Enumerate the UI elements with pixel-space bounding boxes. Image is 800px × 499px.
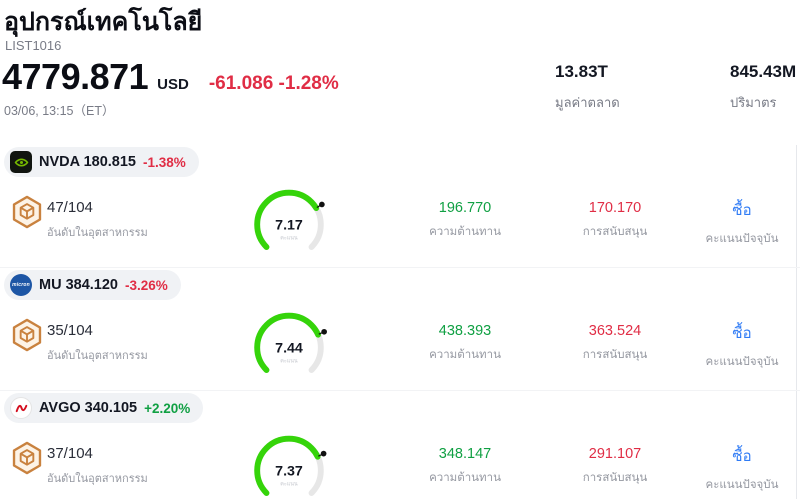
ticker-and-price: AVGO 340.105 <box>39 400 138 416</box>
index-change: -61.086 -1.28% <box>208 73 339 94</box>
right-divider <box>796 145 797 499</box>
support-label: การสนับสนุน <box>582 349 648 361</box>
support-value: 363.524 <box>588 323 642 339</box>
ticker-and-price: MU 384.120 <box>39 277 118 293</box>
index-price-row: 4779.871 USD -61.086 -1.28% <box>2 56 339 98</box>
signal-col: ซื้อ คะแนนปัจจุบัน <box>686 198 798 248</box>
industry-badge-icon <box>8 193 46 236</box>
score-gauge: 7.44 คะแนน <box>254 312 327 373</box>
signal-col: ซื้อ คะแนนปัจจุบัน <box>686 444 798 494</box>
buy-signal-link[interactable]: ซื้อ <box>732 448 752 465</box>
gauge-score: 7.37 <box>275 464 303 480</box>
ticker-pill-mu[interactable]: micron MU 384.120 -3.26% <box>4 270 181 300</box>
buy-signal-link[interactable]: ซื้อ <box>732 202 752 219</box>
stock-row-avgo: AVGO 340.105 +2.20% 37/104 อันดับในอุตสา… <box>0 390 800 499</box>
rank-label: อันดับในอุตสาหกรรม <box>47 473 148 485</box>
support-label: การสนับสนุน <box>582 472 648 484</box>
volume-label: ปริมาตร <box>730 95 777 110</box>
rank-value: 47/104 <box>47 199 93 216</box>
industry-rank: 47/104 อันดับในอุตสาหกรรม <box>47 199 148 241</box>
score-gauge: 7.37 คะแนน <box>254 435 327 496</box>
market-cap-label: มูลค่าตลาด <box>555 95 620 110</box>
signal-col: ซื้อ คะแนนปัจจุบัน <box>686 321 798 371</box>
industry-rank: 37/104 อันดับในอุตสาหกรรม <box>47 445 148 487</box>
gauge-score: 7.44 <box>275 341 303 357</box>
resistance-value: 348.147 <box>438 446 492 462</box>
gauge-label: คะแนน <box>280 236 298 242</box>
support-col: 291.107 การสนับสนุน <box>542 446 688 487</box>
resistance-col: 438.393 ความต้านทาน <box>392 323 538 364</box>
resistance-col: 196.770 ความต้านทาน <box>392 200 538 241</box>
index-currency: USD <box>157 76 189 93</box>
market-cap-value: 13.83T <box>555 62 608 81</box>
industry-rank: 35/104 อันดับในอุตสาหกรรม <box>47 322 148 364</box>
index-price: 4779.871 <box>2 56 149 97</box>
rank-label: อันดับในอุตสาหกรรม <box>47 227 148 239</box>
gauge-score: 7.17 <box>275 218 303 234</box>
signal-label: คะแนนปัจจุบัน <box>705 356 779 368</box>
buy-signal-link[interactable]: ซื้อ <box>732 325 752 342</box>
micron-logo-icon: micron <box>10 274 32 296</box>
rank-value: 37/104 <box>47 445 93 462</box>
ticker-and-price: NVDA 180.815 <box>39 154 136 170</box>
ticker-pill-avgo[interactable]: AVGO 340.105 +2.20% <box>4 393 204 423</box>
quote-datetime: 03/06, 13:15（ET） <box>4 104 115 118</box>
resistance-col: 348.147 ความต้านทาน <box>392 446 538 487</box>
volume-value: 845.43M <box>730 62 797 81</box>
gauge-label: คะแนน <box>280 482 298 488</box>
resistance-label: ความต้านทาน <box>429 349 501 361</box>
resistance-value: 196.770 <box>438 200 492 216</box>
support-value: 291.107 <box>588 446 642 462</box>
ticker-change: -1.38% <box>143 154 186 170</box>
industry-badge-icon <box>8 439 46 482</box>
support-value: 170.170 <box>588 200 642 216</box>
nvidia-logo-icon <box>10 151 32 173</box>
resistance-label: ความต้านทาน <box>429 226 501 238</box>
support-col: 170.170 การสนับสนุน <box>542 200 688 241</box>
signal-label: คะแนนปัจจุบัน <box>705 479 779 491</box>
resistance-value: 438.393 <box>438 323 492 339</box>
ticker-change: +2.20% <box>144 400 191 416</box>
broadcom-logo-icon <box>10 397 32 419</box>
rank-value: 35/104 <box>47 322 93 339</box>
support-col: 363.524 การสนับสนุน <box>542 323 688 364</box>
page-title: อุปกรณ์เทคโนโลยี <box>4 8 203 36</box>
score-gauge: 7.17 คะแนน <box>254 189 325 250</box>
signal-label: คะแนนปัจจุบัน <box>705 233 779 245</box>
ticker-pill-nvda[interactable]: NVDA 180.815 -1.38% <box>4 147 199 177</box>
volume-stat: 845.43M ปริมาตร <box>730 62 796 113</box>
market-cap-stat: 13.83T มูลค่าตลาด <box>555 62 620 113</box>
support-label: การสนับสนุน <box>582 226 648 238</box>
gauge-label: คะแนน <box>280 359 298 365</box>
industry-badge-icon <box>8 316 46 359</box>
ticker-change: -3.26% <box>125 277 168 293</box>
rank-label: อันดับในอุตสาหกรรม <box>47 350 148 362</box>
stock-row-nvda: NVDA 180.815 -1.38% 47/104 อันดับในอุตสา… <box>0 145 800 267</box>
stock-row-mu: micron MU 384.120 -3.26% 35/104 อันดับใน… <box>0 267 800 389</box>
resistance-label: ความต้านทาน <box>429 472 501 484</box>
list-id: LIST1016 <box>5 38 62 53</box>
